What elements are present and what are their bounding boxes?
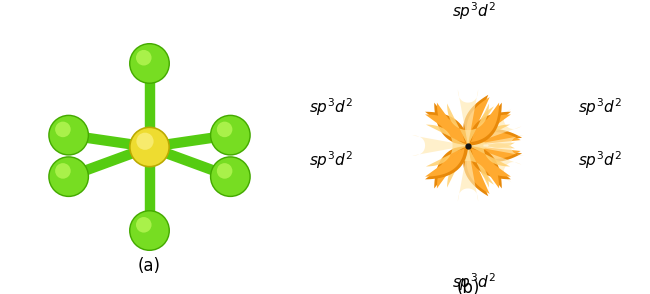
Circle shape	[136, 133, 153, 150]
Circle shape	[48, 115, 89, 156]
Polygon shape	[468, 146, 521, 182]
Polygon shape	[425, 114, 468, 177]
Circle shape	[55, 122, 71, 137]
Polygon shape	[468, 109, 521, 146]
Polygon shape	[467, 97, 521, 159]
Polygon shape	[468, 114, 511, 177]
Polygon shape	[425, 112, 468, 179]
Text: $sp^3d^2$: $sp^3d^2$	[452, 271, 497, 293]
Text: $sp^3d^2$: $sp^3d^2$	[578, 96, 622, 118]
Circle shape	[210, 156, 251, 197]
Polygon shape	[458, 146, 478, 201]
Circle shape	[131, 211, 168, 250]
Circle shape	[48, 156, 89, 197]
Circle shape	[217, 163, 233, 179]
Circle shape	[131, 128, 168, 166]
Text: $sp^3d^2$: $sp^3d^2$	[309, 96, 353, 118]
Polygon shape	[426, 125, 468, 166]
Polygon shape	[437, 103, 499, 146]
Polygon shape	[468, 106, 515, 148]
Text: $sp^3d^2$: $sp^3d^2$	[452, 1, 497, 22]
Polygon shape	[437, 146, 499, 188]
Circle shape	[211, 158, 250, 196]
Polygon shape	[468, 112, 511, 179]
Polygon shape	[467, 132, 521, 194]
Polygon shape	[458, 90, 478, 146]
Polygon shape	[447, 103, 489, 146]
Polygon shape	[463, 129, 522, 196]
Text: $sp^3d^2$: $sp^3d^2$	[309, 149, 353, 171]
Polygon shape	[412, 136, 468, 156]
Circle shape	[131, 44, 168, 83]
Polygon shape	[434, 146, 502, 188]
Circle shape	[136, 217, 151, 233]
Circle shape	[217, 122, 233, 137]
Circle shape	[129, 43, 170, 84]
Circle shape	[211, 116, 250, 154]
Polygon shape	[468, 125, 510, 166]
Polygon shape	[463, 95, 522, 162]
Polygon shape	[434, 103, 502, 146]
Text: (b): (b)	[456, 279, 480, 294]
Circle shape	[136, 50, 151, 66]
Circle shape	[55, 163, 71, 179]
Circle shape	[129, 126, 170, 168]
Circle shape	[129, 210, 170, 251]
Circle shape	[49, 158, 88, 196]
Polygon shape	[468, 143, 515, 185]
Text: $sp^3d^2$: $sp^3d^2$	[578, 149, 622, 171]
Circle shape	[210, 115, 251, 156]
Text: (a): (a)	[138, 257, 161, 275]
Polygon shape	[468, 136, 524, 156]
Circle shape	[49, 116, 88, 154]
Polygon shape	[447, 146, 489, 188]
